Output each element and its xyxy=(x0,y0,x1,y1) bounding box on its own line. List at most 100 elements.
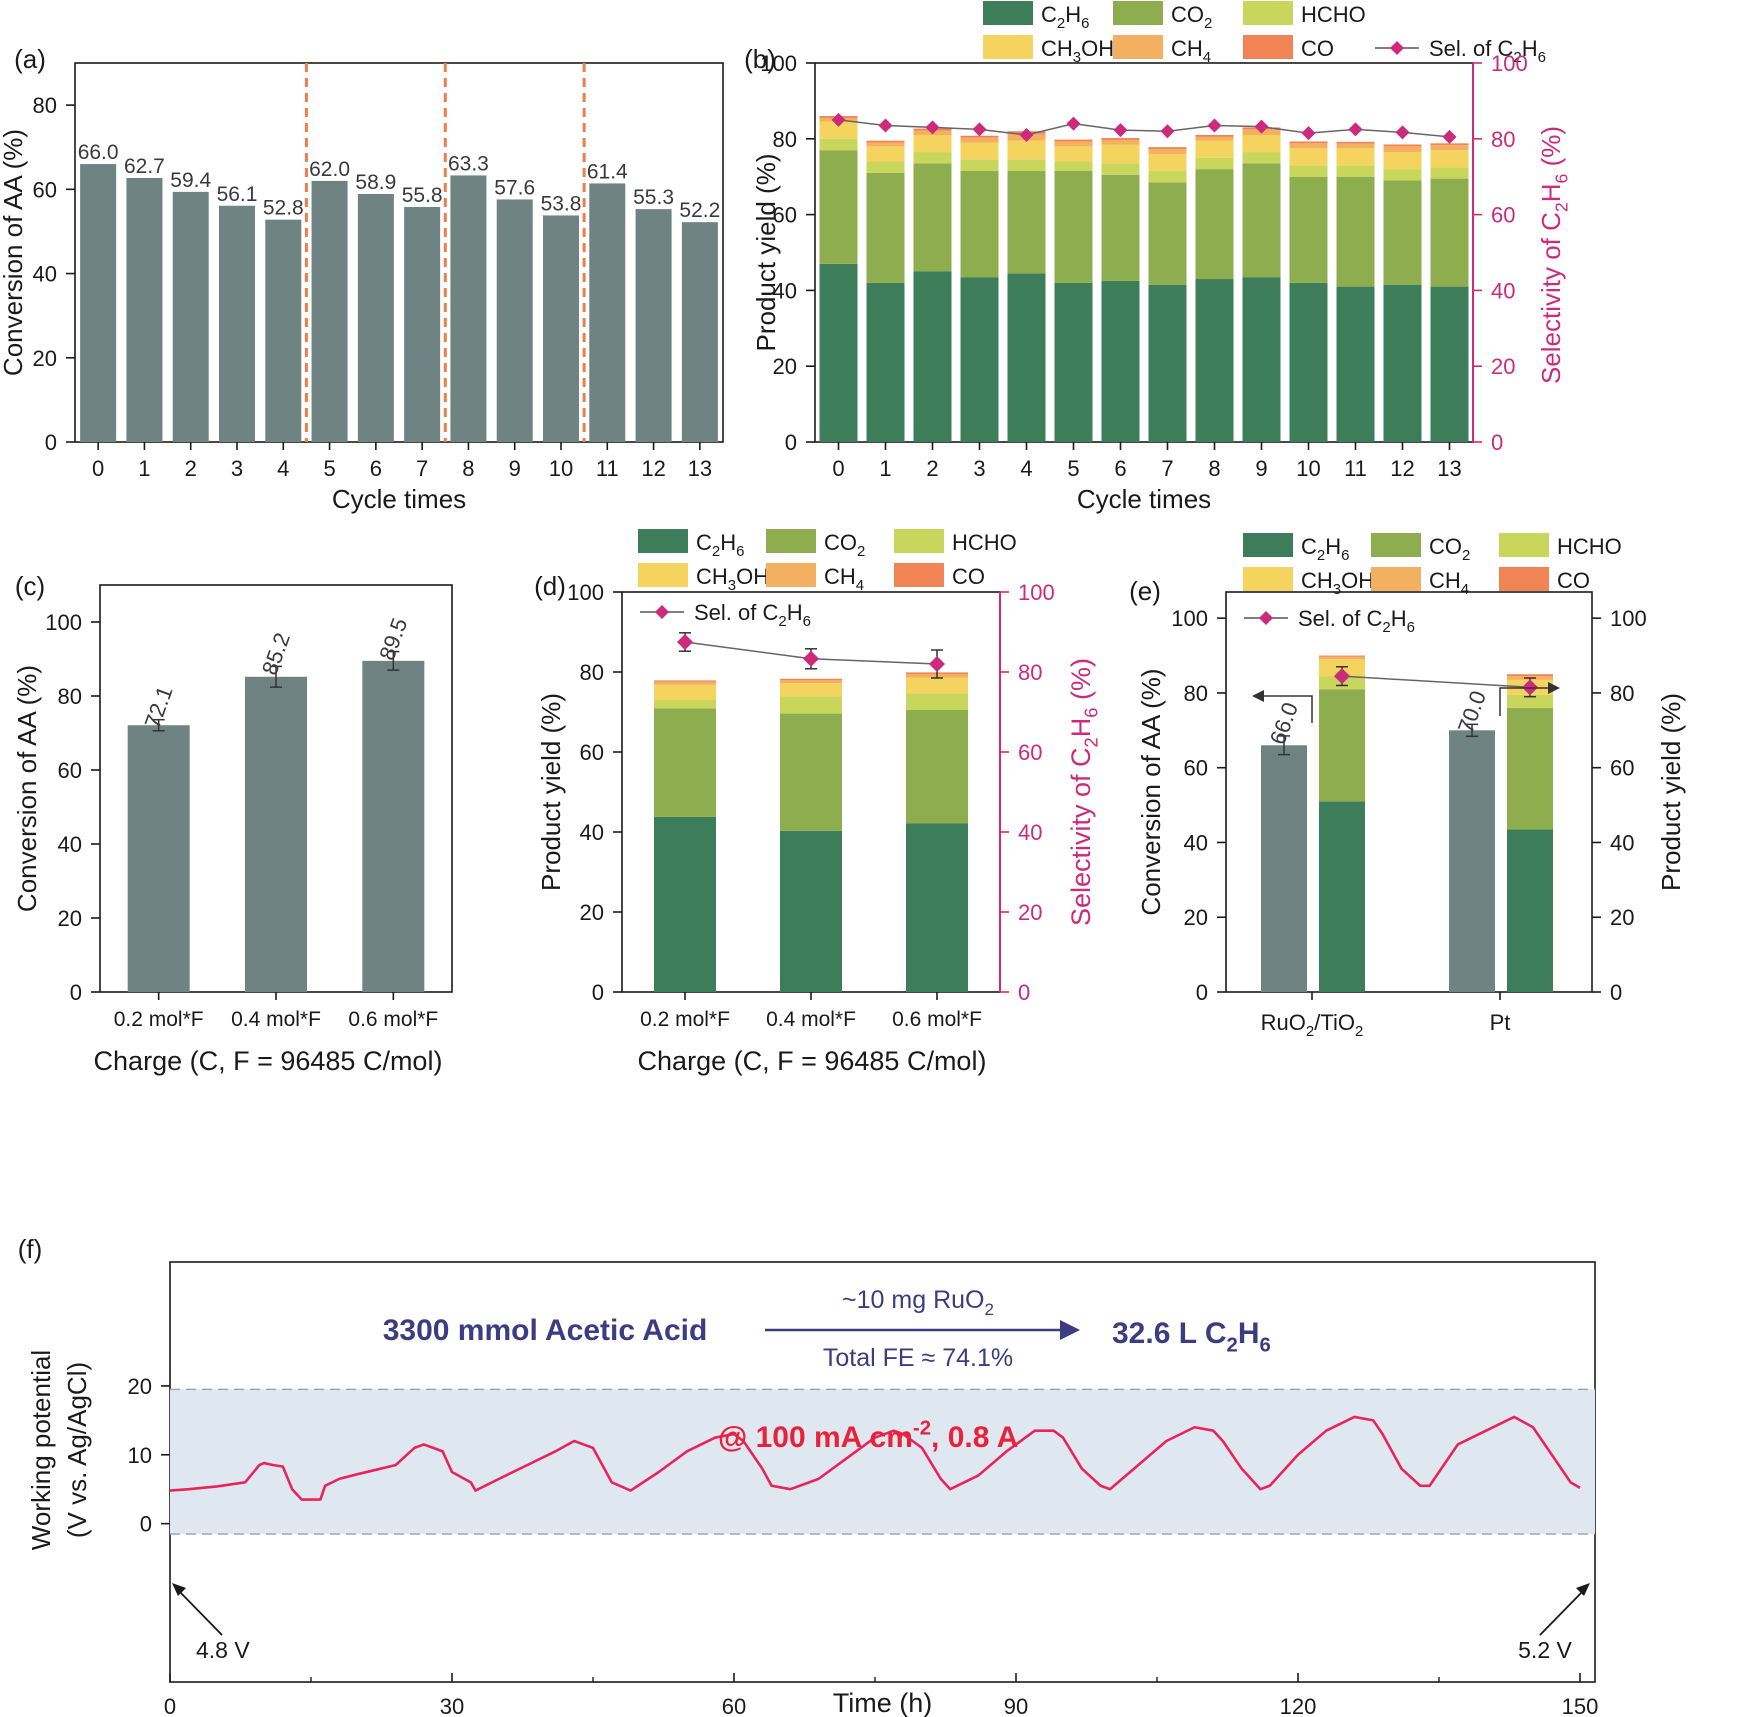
panel-a-xticklabel: 11 xyxy=(596,456,619,481)
panel-b-bar-co xyxy=(1430,143,1469,146)
panel-b-bar-co xyxy=(1383,144,1422,147)
panel-e-legend-text-part: CH xyxy=(1429,568,1461,593)
panel-b-bar-co xyxy=(960,135,999,138)
panel-e-legend-text-part: CO xyxy=(1557,568,1590,593)
panel-d-y2-ticklabel: 100 xyxy=(1018,580,1055,605)
panel-b-bar-co xyxy=(1336,141,1375,144)
panel-f-ylabel-line2: (V vs. Ag/AgCl) xyxy=(62,1362,92,1538)
panel-f-xticklabel: 120 xyxy=(1280,1694,1317,1717)
panel-e-y2-ticklabel: 40 xyxy=(1610,830,1634,855)
panel-d-bar-co xyxy=(780,678,842,680)
panel-d-y2label-part: 6 xyxy=(1081,708,1102,718)
panel-e-yield-bar-hcho xyxy=(1507,694,1553,708)
panel-b-legend-sel-text-part: 6 xyxy=(1538,49,1546,66)
panel-d-legend-swatch xyxy=(894,563,944,587)
panel-b-selectivity-point xyxy=(1442,129,1457,144)
panel-d-legend-text-part: 2 xyxy=(857,543,865,560)
panel-b-legend-swatch xyxy=(1243,1,1293,25)
panel-b-bar-c2h6 xyxy=(1054,282,1093,442)
panel-b-bar-ch4 xyxy=(1054,141,1093,147)
panel-b-selectivity-point xyxy=(1113,123,1128,138)
panel-f-potential-band xyxy=(170,1389,1595,1534)
panel-f-xticklabel: 60 xyxy=(722,1694,746,1717)
panel-b-bar-hcho xyxy=(819,138,858,151)
panel-c-ylabel: Conversion of AA (%) xyxy=(12,665,42,912)
panel-b-bar-c2h6 xyxy=(1195,279,1234,442)
panel-a-bar xyxy=(357,193,394,442)
panel-d-bar-hcho xyxy=(780,696,842,714)
panel-a-xticklabel: 4 xyxy=(277,456,289,481)
panel-e-legend-text-part: CO xyxy=(1429,534,1462,559)
panel-b-legend-text-part: 4 xyxy=(1203,49,1211,66)
panel-b-xticklabel: 6 xyxy=(1114,456,1126,481)
panel-a-bar xyxy=(450,175,487,443)
panel-e-left-axis-arrowhead xyxy=(1252,690,1264,702)
panel-e-y2-ticklabel: 100 xyxy=(1610,606,1647,631)
panel-a-bar-label: 62.7 xyxy=(124,155,165,178)
panel-f-end-arrow xyxy=(1539,1589,1585,1636)
panel-b-bar-co2 xyxy=(866,172,905,283)
panel-e-legend-swatch xyxy=(1499,533,1549,557)
panel-e-yield-bar-co2 xyxy=(1319,689,1365,802)
panel-a-xticklabel: 3 xyxy=(231,456,243,481)
panel-e-legend-text-part: CH xyxy=(1301,568,1333,593)
panel-b-legend-text-part: HCHO xyxy=(1301,2,1366,27)
panel-b-bar-co2 xyxy=(1336,176,1375,287)
panel-b-bar-ch3oh xyxy=(1195,140,1234,158)
panel-f-reaction-arrowhead xyxy=(1060,1320,1080,1340)
panel-d-legend-sel-marker xyxy=(655,605,669,619)
panel-d-legend-swatch xyxy=(894,529,944,553)
panel-d-xticklabel: 0.2 mol*F xyxy=(640,1008,730,1031)
panel-d-y2label-part: Selectivity of C xyxy=(1066,747,1096,926)
panel-c-y-ticklabel: 40 xyxy=(58,832,82,857)
panel-d-bar-ch3oh xyxy=(654,684,716,700)
panel-b-bar-co2 xyxy=(1430,178,1469,287)
panel-f-reactant: 3300 mmol Acetic Acid xyxy=(383,1314,708,1347)
panel-a-bar xyxy=(496,199,533,442)
panel-a-xticklabel: 5 xyxy=(323,456,335,481)
panel-c-xticklabel: 0.6 mol*F xyxy=(348,1008,438,1031)
panel-d-legend-swatch xyxy=(766,529,816,553)
panel-d-legend-text-part: 2 xyxy=(712,543,720,560)
panel-b-y-ticklabel: 40 xyxy=(773,278,797,303)
panel-d-legend-sel-text-part: 6 xyxy=(803,613,811,630)
panel-d-y2-ticklabel: 0 xyxy=(1018,980,1030,1005)
panel-e-y2-ticklabel: 80 xyxy=(1610,681,1634,706)
panel-f-product-part: 6 xyxy=(1260,1334,1271,1356)
panel-d-legend-text-part: 6 xyxy=(736,543,744,560)
panel-d-legend-text: HCHO xyxy=(952,530,1017,555)
panel-b-selectivity-point xyxy=(1019,128,1034,143)
panel-b-bar-co xyxy=(1101,138,1140,140)
panel-d-legend-swatch xyxy=(766,563,816,587)
panel-b-legend-text-part: C xyxy=(1041,2,1057,27)
panel-b-y2-ticklabel: 100 xyxy=(1491,51,1528,76)
panel-b-legend-text-part: H xyxy=(1065,2,1081,27)
panel-d-legend-sel-text-part: H xyxy=(787,600,803,625)
panel-b-y2label: Selectivity of C2H6 (%) xyxy=(1536,126,1571,384)
panel-a-bar xyxy=(311,180,348,442)
panel-b-bar-ch3oh xyxy=(1007,140,1046,160)
panel-a-label: (a) xyxy=(14,44,46,74)
panel-e-y-ticklabel: 100 xyxy=(1171,606,1208,631)
panel-d-legend-text-part: 4 xyxy=(856,577,864,594)
panel-d-ylabel: Product yield (%) xyxy=(536,693,566,891)
panel-c-y-ticklabel: 80 xyxy=(58,684,82,709)
panel-b-bar-ch4 xyxy=(1383,146,1422,153)
panel-e-legend-text-part: 4 xyxy=(1461,581,1469,598)
panel-c-label: (c) xyxy=(15,571,45,601)
panel-f-end-arrowhead xyxy=(1576,1583,1590,1596)
panel-b-selectivity-point xyxy=(1301,126,1316,141)
panel-b-y2label-part: H xyxy=(1536,183,1566,202)
panel-b-selectivity-point xyxy=(831,112,846,127)
panel-b-legend-sel-text-part: H xyxy=(1522,36,1538,61)
panel-a-xticklabel: 2 xyxy=(185,456,197,481)
panel-a-bar xyxy=(126,177,163,443)
panel-b-y-ticklabel: 60 xyxy=(773,203,797,228)
panel-b-bar-ch4 xyxy=(866,142,905,147)
panel-d-legend-text-part: CH xyxy=(824,564,856,589)
panel-d-legend-swatch xyxy=(638,529,688,553)
panel-f-product: 32.6 L C2H6 xyxy=(1112,1317,1271,1356)
panel-b-bar-ch3oh xyxy=(960,142,999,160)
panel-b-bar-hcho xyxy=(1054,161,1093,172)
